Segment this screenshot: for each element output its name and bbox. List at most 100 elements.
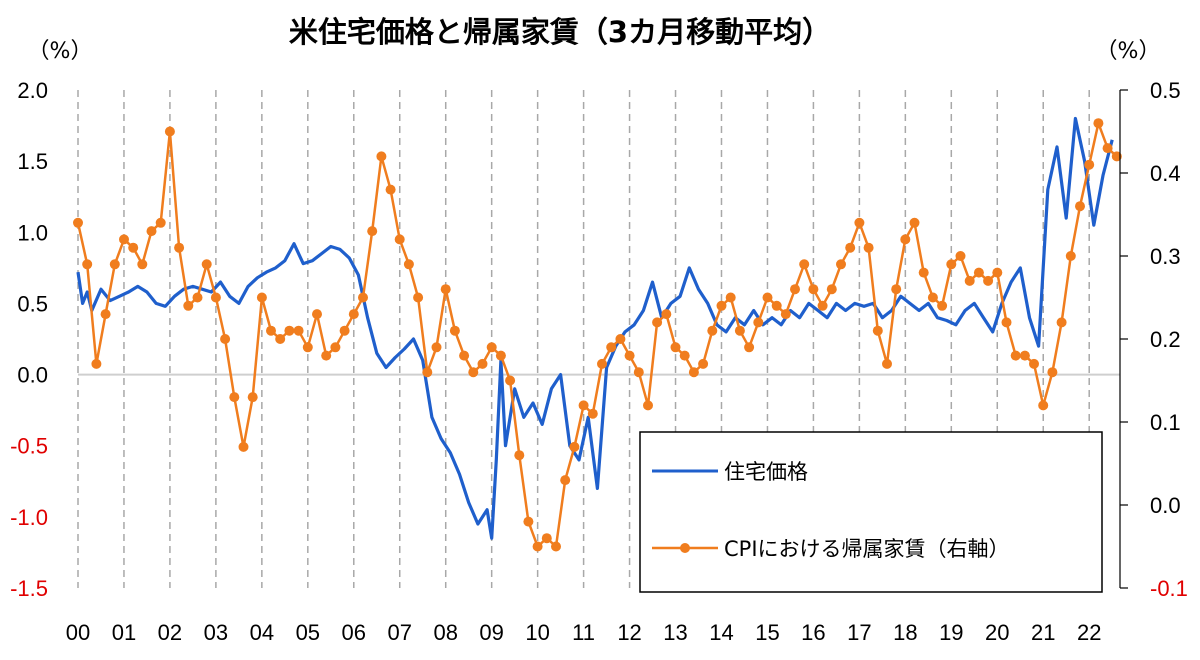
series-point (367, 226, 378, 237)
series-point (128, 242, 139, 253)
series-point (1001, 317, 1012, 328)
series-point (247, 392, 258, 403)
series-point (1056, 317, 1067, 328)
series-point (633, 367, 644, 378)
series-point (73, 217, 83, 228)
series-point (753, 317, 764, 328)
series-point (624, 350, 635, 361)
legend-label-rent: CPIにおける帰属家賃（右軸） (724, 537, 1010, 561)
series-point (597, 358, 607, 369)
series-point (100, 309, 111, 320)
series-point (734, 325, 745, 336)
series-point (615, 334, 626, 344)
series-point (790, 284, 800, 295)
series-point (514, 450, 525, 461)
series-point (155, 217, 166, 228)
series-point (955, 251, 966, 261)
series-point (348, 309, 359, 320)
series-point (927, 292, 938, 303)
series-point (174, 242, 185, 253)
series-point (909, 217, 920, 228)
series-point (82, 259, 93, 270)
series-point (220, 334, 231, 344)
series-point (210, 292, 221, 303)
series-line-1 (76, 121, 1118, 548)
x-tick-label: 13 (663, 620, 687, 645)
x-tick-label: 14 (709, 620, 733, 645)
series-point (284, 325, 295, 336)
series-point (983, 275, 994, 286)
y-right-tick-label: 0.5 (1150, 78, 1181, 103)
legend-marker-rent (680, 543, 690, 553)
series-point (937, 300, 948, 311)
series-point (882, 358, 892, 369)
x-tick-label: 06 (342, 620, 366, 645)
y-right-tick-label: 0.1 (1150, 410, 1181, 435)
series-point (394, 234, 405, 245)
series-point (992, 267, 1003, 278)
series-point (1038, 400, 1049, 411)
series-point (385, 184, 396, 195)
series-point (468, 367, 479, 378)
left-axis-unit: （%） (28, 39, 93, 64)
series-point (799, 259, 810, 270)
series-point (762, 292, 773, 303)
x-tick-label: 16 (801, 620, 825, 645)
series-point (836, 259, 846, 270)
series-point (1019, 350, 1030, 361)
x-tick-label: 07 (388, 620, 412, 645)
series-point (771, 300, 782, 311)
series-point (725, 292, 736, 303)
series-point (652, 317, 663, 328)
legend-box (639, 431, 1103, 593)
y-left-tick-label: -0.5 (10, 434, 48, 459)
series-point (1065, 251, 1076, 261)
legend-label-house-price: 住宅価格 (724, 460, 808, 484)
series-point (872, 325, 883, 336)
y-left-tick-label: 1.0 (17, 220, 48, 245)
series-point (505, 375, 516, 386)
series-point (109, 259, 120, 270)
series-point (523, 516, 534, 527)
series-point (973, 267, 984, 278)
series-point (1029, 358, 1039, 369)
series-point (495, 350, 506, 361)
y-left-tick-label: -1.5 (10, 576, 48, 601)
series-point (560, 475, 571, 486)
y-right-tick-label: 0.2 (1150, 327, 1181, 352)
series-point (854, 217, 865, 228)
x-tick-label: 00 (66, 620, 90, 645)
x-tick-label: 20 (985, 620, 1009, 645)
series-point (808, 284, 819, 295)
y-right-tick-label: 0.0 (1150, 493, 1181, 518)
y-left-tick-label: 0.0 (17, 363, 48, 388)
series-point (275, 334, 286, 344)
series-point (440, 284, 451, 295)
series-point (946, 259, 957, 270)
x-tick-label: 11 (572, 620, 595, 645)
x-tick-label: 04 (250, 620, 274, 645)
y-left-tick-label: 0.5 (17, 291, 48, 316)
x-tick-label: 12 (617, 620, 641, 645)
series-point (918, 267, 929, 278)
y-right-tick-label: -0.1 (1150, 576, 1188, 601)
series-point (330, 342, 341, 353)
series-point (183, 300, 194, 311)
series-point (1047, 367, 1058, 378)
series-point (192, 292, 203, 303)
series-point (238, 441, 249, 452)
right-axis-unit: （%） (1096, 39, 1161, 64)
series-point (900, 234, 911, 245)
series-point (449, 325, 460, 336)
series-point (137, 259, 148, 270)
y-right-tick-label: 0.3 (1150, 244, 1181, 269)
series-point (1093, 118, 1104, 129)
series-point (964, 275, 975, 286)
series-layer (73, 116, 1122, 552)
series-point (670, 342, 681, 353)
series-point (817, 300, 828, 311)
series-point (578, 400, 589, 411)
series-point (266, 325, 276, 336)
series-point (376, 151, 387, 162)
